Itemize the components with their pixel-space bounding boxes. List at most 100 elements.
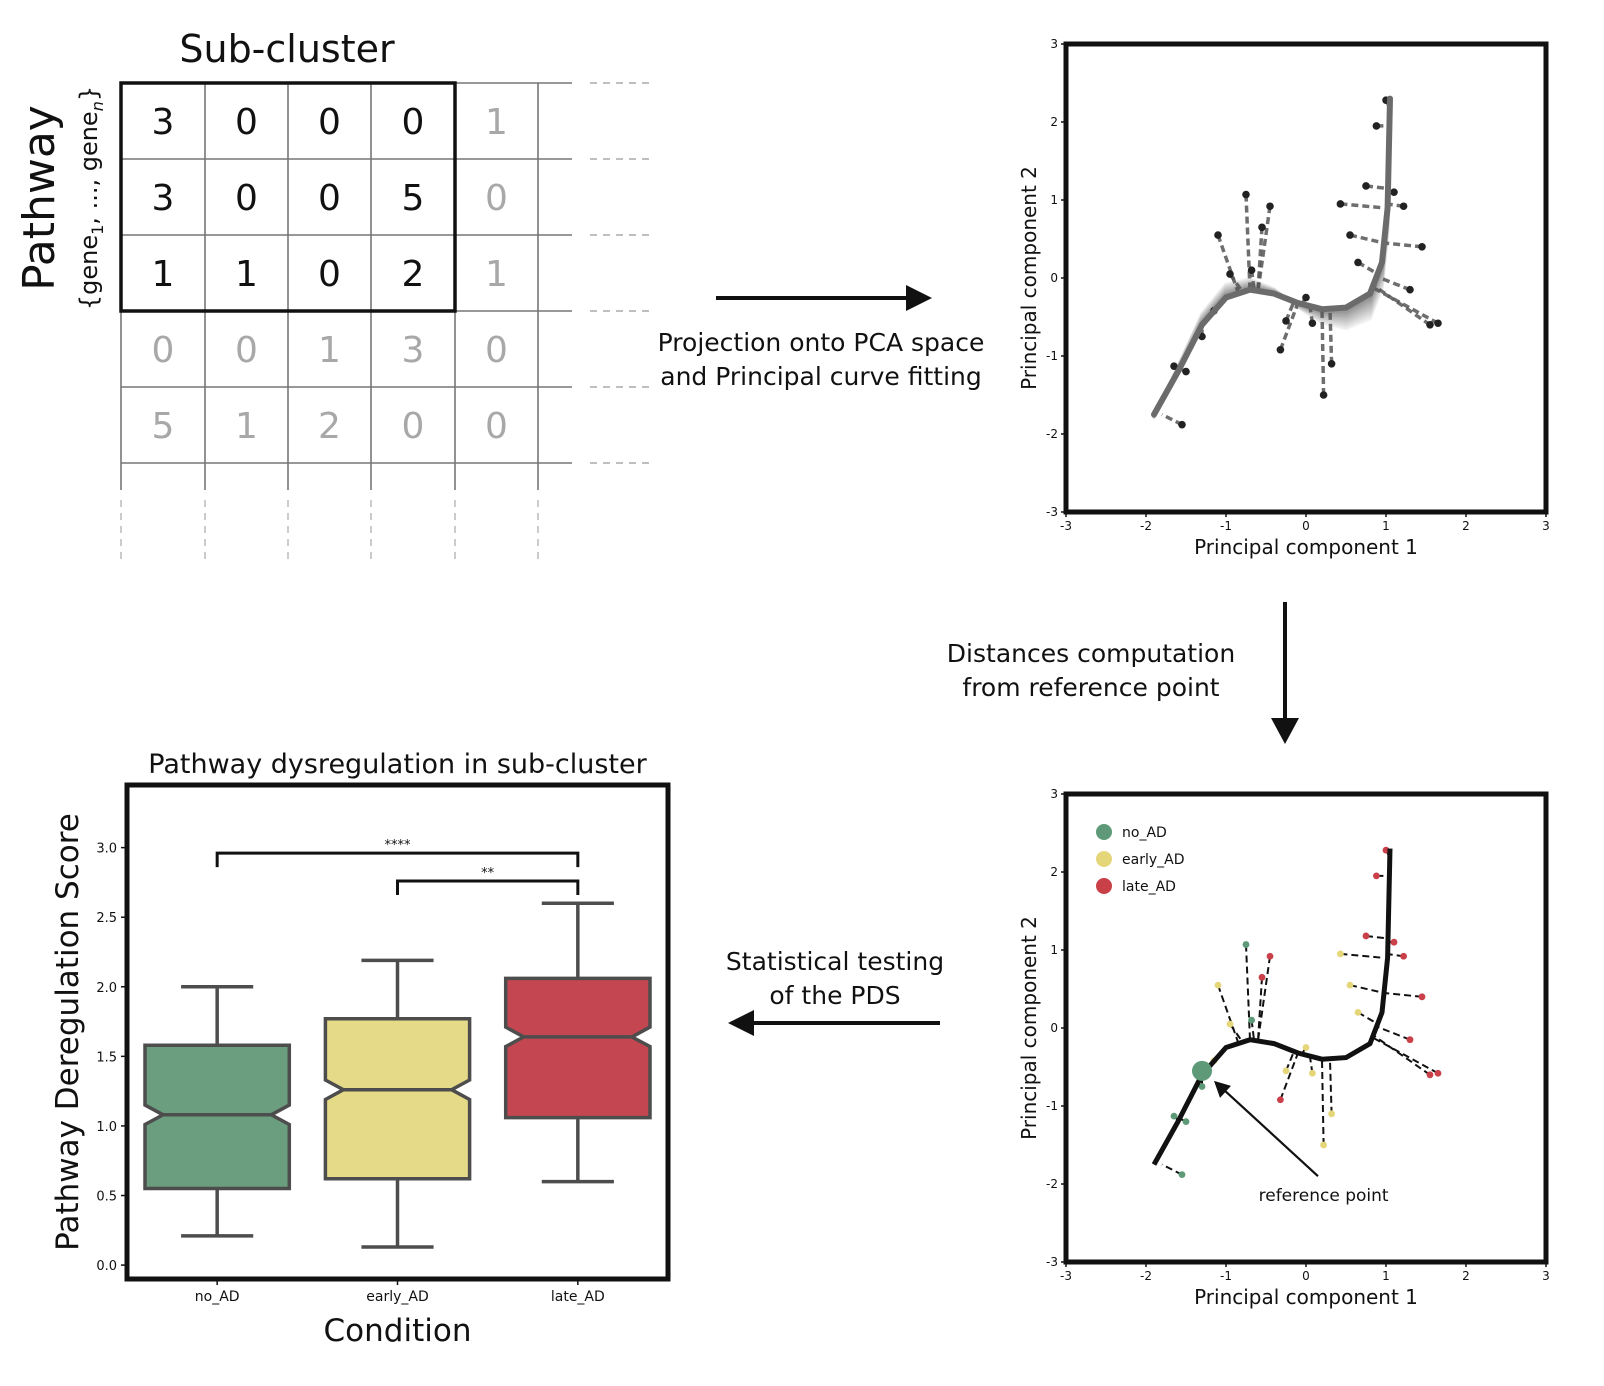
projection-segment — [1357, 260, 1379, 276]
x-tick-label: early_AD — [366, 1289, 428, 1305]
boxplot-title: Pathway dysregulation in sub-cluster — [148, 749, 647, 780]
annotation-arrow-line — [1223, 1089, 1319, 1178]
pca-plot: -3 -2 -1 0 1 2 3 -3 -2 -1 0 1 2 3 Principal component … — [1017, 37, 1550, 559]
x-axis-label: Condition — [324, 1313, 472, 1349]
sample-point-early_AD — [1328, 1110, 1335, 1118]
row-axis-sublabel: {gene1, ..., genen} — [75, 86, 107, 310]
projection-segment — [1328, 309, 1334, 364]
matrix-cell: 1 — [485, 102, 508, 143]
matrix-cell: 0 — [402, 102, 425, 143]
sample-point — [1418, 243, 1426, 251]
matrix-cell: 0 — [402, 406, 425, 447]
distance-segment — [1329, 1059, 1333, 1114]
matrix-cell: 0 — [318, 178, 341, 219]
matrix-svg: Sub-cluster Pathway {gene1, ..., genen} … — [14, 27, 652, 565]
distance-segment — [1376, 1025, 1411, 1041]
sample-point — [1390, 188, 1398, 196]
sample-point-early_AD — [1302, 1044, 1310, 1051]
matrix-cell: 0 — [318, 254, 341, 295]
sample-point — [1242, 190, 1250, 199]
x-tick-label: 3 — [1542, 519, 1550, 533]
y-tick-label: 3 — [1050, 37, 1058, 51]
box-no_AD — [143, 985, 292, 1238]
sample-point-early_AD — [1309, 1069, 1316, 1077]
curve-iteration — [1152, 98, 1392, 417]
matrix-cell: 1 — [235, 254, 258, 295]
sample-point — [1406, 285, 1414, 294]
y-tick-label: 1 — [1050, 943, 1058, 957]
testing-label-line1: Statistical testing — [725, 947, 945, 976]
distance-segment — [1373, 1034, 1431, 1076]
sample-point — [1346, 231, 1354, 239]
distance-segment — [1371, 1036, 1439, 1075]
y-axis-label: Principal component 2 — [1017, 166, 1041, 390]
sample-point-no_AD — [1242, 941, 1250, 948]
y-tick-label: 3 — [1050, 787, 1058, 801]
y-tick-label: -1 — [1046, 349, 1058, 363]
projection-label-line1: Projection onto PCA space — [657, 328, 985, 357]
matrix-cells: 3 0 0 0 1 3 0 0 5 0 1 1 0 2 1 0 0 1 3 0 5 1 2 0 0 — [152, 102, 508, 447]
annotation-text: reference point — [1259, 1186, 1389, 1206]
sample-point — [1178, 420, 1186, 429]
sample-point-late_AD — [1266, 952, 1274, 960]
matrix-cell: 1 — [235, 406, 258, 447]
sample-point-no_AD — [1178, 1171, 1186, 1179]
projection-segment — [1372, 284, 1432, 327]
box-body — [503, 976, 652, 1120]
sample-point-early_AD — [1214, 981, 1222, 989]
y-tick-label: 0.0 — [96, 1259, 117, 1274]
x-tick-label: 1 — [1382, 1269, 1390, 1283]
distance-segments — [1161, 846, 1442, 1179]
projection-segment — [1216, 234, 1240, 293]
sample-point-early_AD — [1354, 1009, 1362, 1016]
legend-marker-no_AD — [1096, 824, 1112, 840]
legend-label: early_AD — [1122, 852, 1184, 868]
plot-frame — [1063, 41, 1549, 515]
annotation-arrow-head — [1214, 1080, 1231, 1098]
distance-segment — [1279, 1052, 1299, 1101]
distance-segment — [1257, 977, 1263, 1041]
curve-iteration — [1152, 100, 1392, 417]
sample-point — [1258, 223, 1266, 232]
distance-segment — [1357, 1011, 1379, 1025]
sample-point-late_AD — [1418, 993, 1426, 1001]
row-axis-label: Pathway — [14, 105, 65, 291]
legend-label: late_AD — [1122, 879, 1176, 895]
principal-curve — [1151, 95, 1393, 418]
significance-bracket — [396, 879, 580, 896]
y-tick-label: -2 — [1046, 427, 1058, 441]
x-tick-label: -3 — [1060, 1269, 1072, 1283]
y-tick-label: 2 — [1050, 115, 1058, 129]
projection-arrow — [716, 285, 932, 311]
distance-segment — [1229, 1023, 1243, 1042]
y-tick-label: 2 — [1050, 865, 1058, 879]
sample-point — [1266, 202, 1274, 211]
sample-point-early_AD — [1320, 1141, 1327, 1149]
distance-plot: -3 -2 -1 0 1 2 3 -3 -2 -1 0 1 2 3 Principal component … — [1017, 787, 1550, 1309]
distance-segment — [1257, 956, 1271, 1041]
matrix-cell: 0 — [152, 330, 175, 371]
legend-label: no_AD — [1122, 825, 1167, 841]
sample-point — [1182, 367, 1190, 376]
sample-point — [1226, 270, 1234, 278]
x-tick-label: 0 — [1302, 1269, 1310, 1283]
sample-point-no_AD — [1198, 1083, 1206, 1090]
curve-iteration — [1152, 102, 1392, 417]
distances-label: Distances computation from reference poi… — [930, 637, 1252, 705]
sample-point-early_AD — [1226, 1020, 1234, 1028]
distance-segment — [1245, 944, 1251, 1040]
x-tick-label: no_AD — [195, 1289, 240, 1305]
y-tick-label: -3 — [1046, 1255, 1058, 1269]
sample-point — [1354, 258, 1362, 267]
distance-segment — [1349, 984, 1384, 994]
sample-point — [1319, 391, 1328, 399]
matrix-grid — [120, 82, 652, 565]
distances-arrow — [1271, 602, 1299, 744]
projection-segment — [1320, 309, 1326, 396]
y-axis-label: Pathway Deregulation Score — [50, 813, 86, 1251]
sample-point-late_AD — [1258, 973, 1266, 981]
x-tick-label: -2 — [1140, 1269, 1152, 1283]
y-tick-label: -2 — [1046, 1177, 1058, 1191]
y-tick-label: 1 — [1050, 193, 1058, 207]
curve-iteration — [1152, 122, 1392, 420]
